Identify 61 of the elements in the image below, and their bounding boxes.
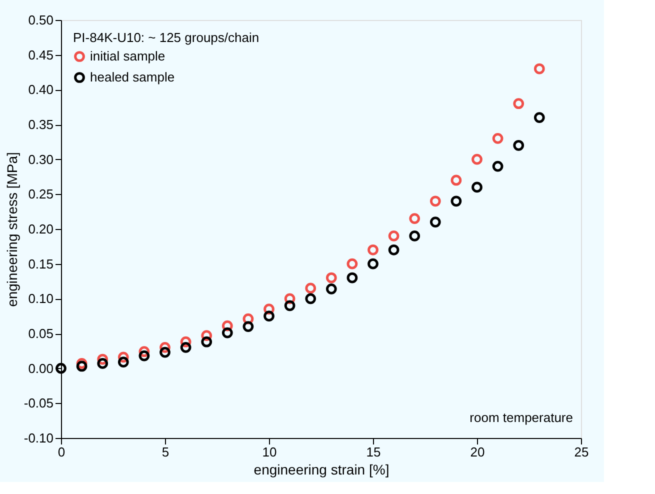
- point: [513, 140, 524, 151]
- point: [450, 174, 462, 186]
- x-tick-label: 15: [366, 444, 381, 460]
- point: [388, 230, 400, 242]
- annotation: room temperature: [470, 410, 573, 425]
- x-tick-label: 25: [574, 444, 589, 460]
- point: [388, 244, 400, 256]
- point: [326, 272, 337, 284]
- y-tick-label: -0.10: [24, 430, 54, 446]
- y-tick-label: 0.25: [28, 186, 54, 202]
- point: [430, 196, 441, 207]
- point: [430, 216, 441, 228]
- y-axis-title: engineering stress [MPa]: [4, 152, 20, 307]
- point: [409, 230, 420, 242]
- point: [180, 342, 192, 353]
- y-tick-label: 0.40: [28, 82, 54, 98]
- point: [242, 321, 254, 332]
- y-tick-label: 0.35: [28, 117, 54, 132]
- point: [368, 258, 378, 270]
- point: [97, 358, 108, 369]
- point: [305, 282, 316, 294]
- point: [492, 133, 504, 144]
- point: [450, 196, 462, 207]
- y-tick-label: 0.05: [28, 326, 54, 341]
- point: [138, 350, 150, 362]
- point: [56, 362, 66, 374]
- y-tick-label: 0.15: [28, 256, 54, 272]
- x-tick-label: 10: [262, 444, 277, 460]
- point: [222, 327, 233, 338]
- point: [264, 310, 274, 322]
- y-tick-label: 0.50: [28, 12, 54, 28]
- y-tick-label: 0.30: [28, 152, 54, 167]
- point: [346, 258, 358, 270]
- point: [346, 272, 358, 284]
- y-tick-label: 0.10: [28, 291, 54, 306]
- y-tick-label: 0.20: [28, 222, 54, 236]
- point: [513, 98, 524, 110]
- point: [534, 112, 545, 123]
- point: [472, 154, 482, 165]
- x-axis-title: engineering strain [%]: [254, 462, 390, 478]
- y-tick-label: 0.00: [28, 360, 54, 376]
- x-tick-label: 5: [162, 444, 170, 460]
- point: [305, 293, 316, 304]
- x-tick-label: 20: [470, 444, 485, 460]
- x-tick-label: 0: [58, 444, 66, 460]
- legend-label: healed sample: [90, 70, 175, 84]
- point: [326, 283, 337, 294]
- point: [472, 182, 482, 193]
- point: [368, 244, 378, 256]
- point: [492, 160, 504, 172]
- y-tick-label: -0.05: [24, 396, 54, 411]
- point: [76, 360, 88, 372]
- point: [201, 336, 212, 348]
- point: [534, 63, 545, 74]
- point: [160, 346, 170, 358]
- legend-title: PI-84K-U10: ~ 125 groups/chain: [73, 30, 260, 45]
- legend-label: initial sample: [90, 48, 166, 64]
- point: [284, 300, 296, 312]
- point: [409, 213, 420, 224]
- y-tick-label: 0.45: [28, 47, 54, 62]
- point: [118, 356, 129, 368]
